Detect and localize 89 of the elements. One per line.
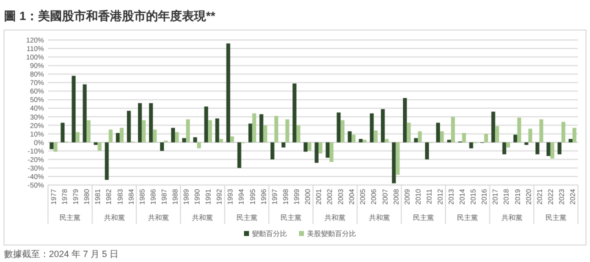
bar [484,134,488,142]
bar [98,142,102,151]
bar [314,142,319,163]
bar [138,103,142,142]
bar [517,118,522,142]
bar [149,103,153,142]
bar [248,124,252,142]
bar [380,109,385,142]
bar [208,120,212,142]
bar [215,118,220,142]
bar [447,140,452,142]
bar [513,134,518,142]
bar [358,138,363,142]
bar [186,119,190,142]
bar [50,142,54,150]
bar [270,142,274,160]
bar [82,84,87,142]
bar [304,142,308,152]
bar [506,142,510,148]
bar [425,142,429,160]
bar [326,142,330,158]
bar [54,142,58,152]
bar [550,142,554,159]
bar [392,142,396,184]
bar [469,142,474,148]
bar [116,132,120,142]
text: 數據截至：2024 年 7 月 5 日 [4,249,119,259]
bar [462,132,466,142]
bar [558,142,562,154]
bar [418,131,422,142]
bar [226,43,230,142]
bar [152,130,157,142]
bar [546,142,550,156]
bar [72,76,76,142]
bar [362,140,367,142]
bar [296,125,300,142]
bar [263,125,268,142]
bar [193,137,198,142]
bar [171,128,175,142]
bar [374,130,378,142]
bar [259,114,264,142]
bar [197,142,201,148]
bar [307,142,312,151]
bar [451,116,455,142]
bar [230,136,234,142]
bar [204,106,208,142]
bar [348,131,352,142]
bar [76,132,80,142]
bar [524,142,528,145]
bar [282,142,286,148]
bar [440,131,444,142]
bar [160,142,164,151]
bar [174,132,179,142]
bar [330,142,334,162]
bar [219,138,224,142]
bar [126,110,131,142]
bar [528,128,532,142]
bar [561,122,566,142]
bar [120,128,124,142]
bar [142,120,146,142]
bar [104,142,109,180]
bar [292,84,296,142]
bar [406,122,411,142]
bar [237,142,242,168]
bar [274,116,278,142]
bar [60,122,65,142]
bar [396,142,400,175]
bar [384,138,389,142]
bar [182,138,186,142]
bar [535,142,540,154]
bar [340,120,344,142]
bar [539,119,544,142]
bar [491,112,496,142]
bar [436,122,440,142]
bar [402,98,407,142]
bar [414,138,418,142]
bar [285,119,290,142]
bar [86,120,91,142]
bar [108,130,113,142]
bar [336,112,341,142]
bar [370,113,374,142]
bar [502,142,506,154]
bar [572,128,576,142]
bar [352,134,356,142]
chart-title: 圖 1：美國股市和香港股市的年度表現** [4,9,216,23]
bar [568,138,572,142]
bar [495,126,500,142]
bar [252,113,256,142]
bar [318,142,322,154]
